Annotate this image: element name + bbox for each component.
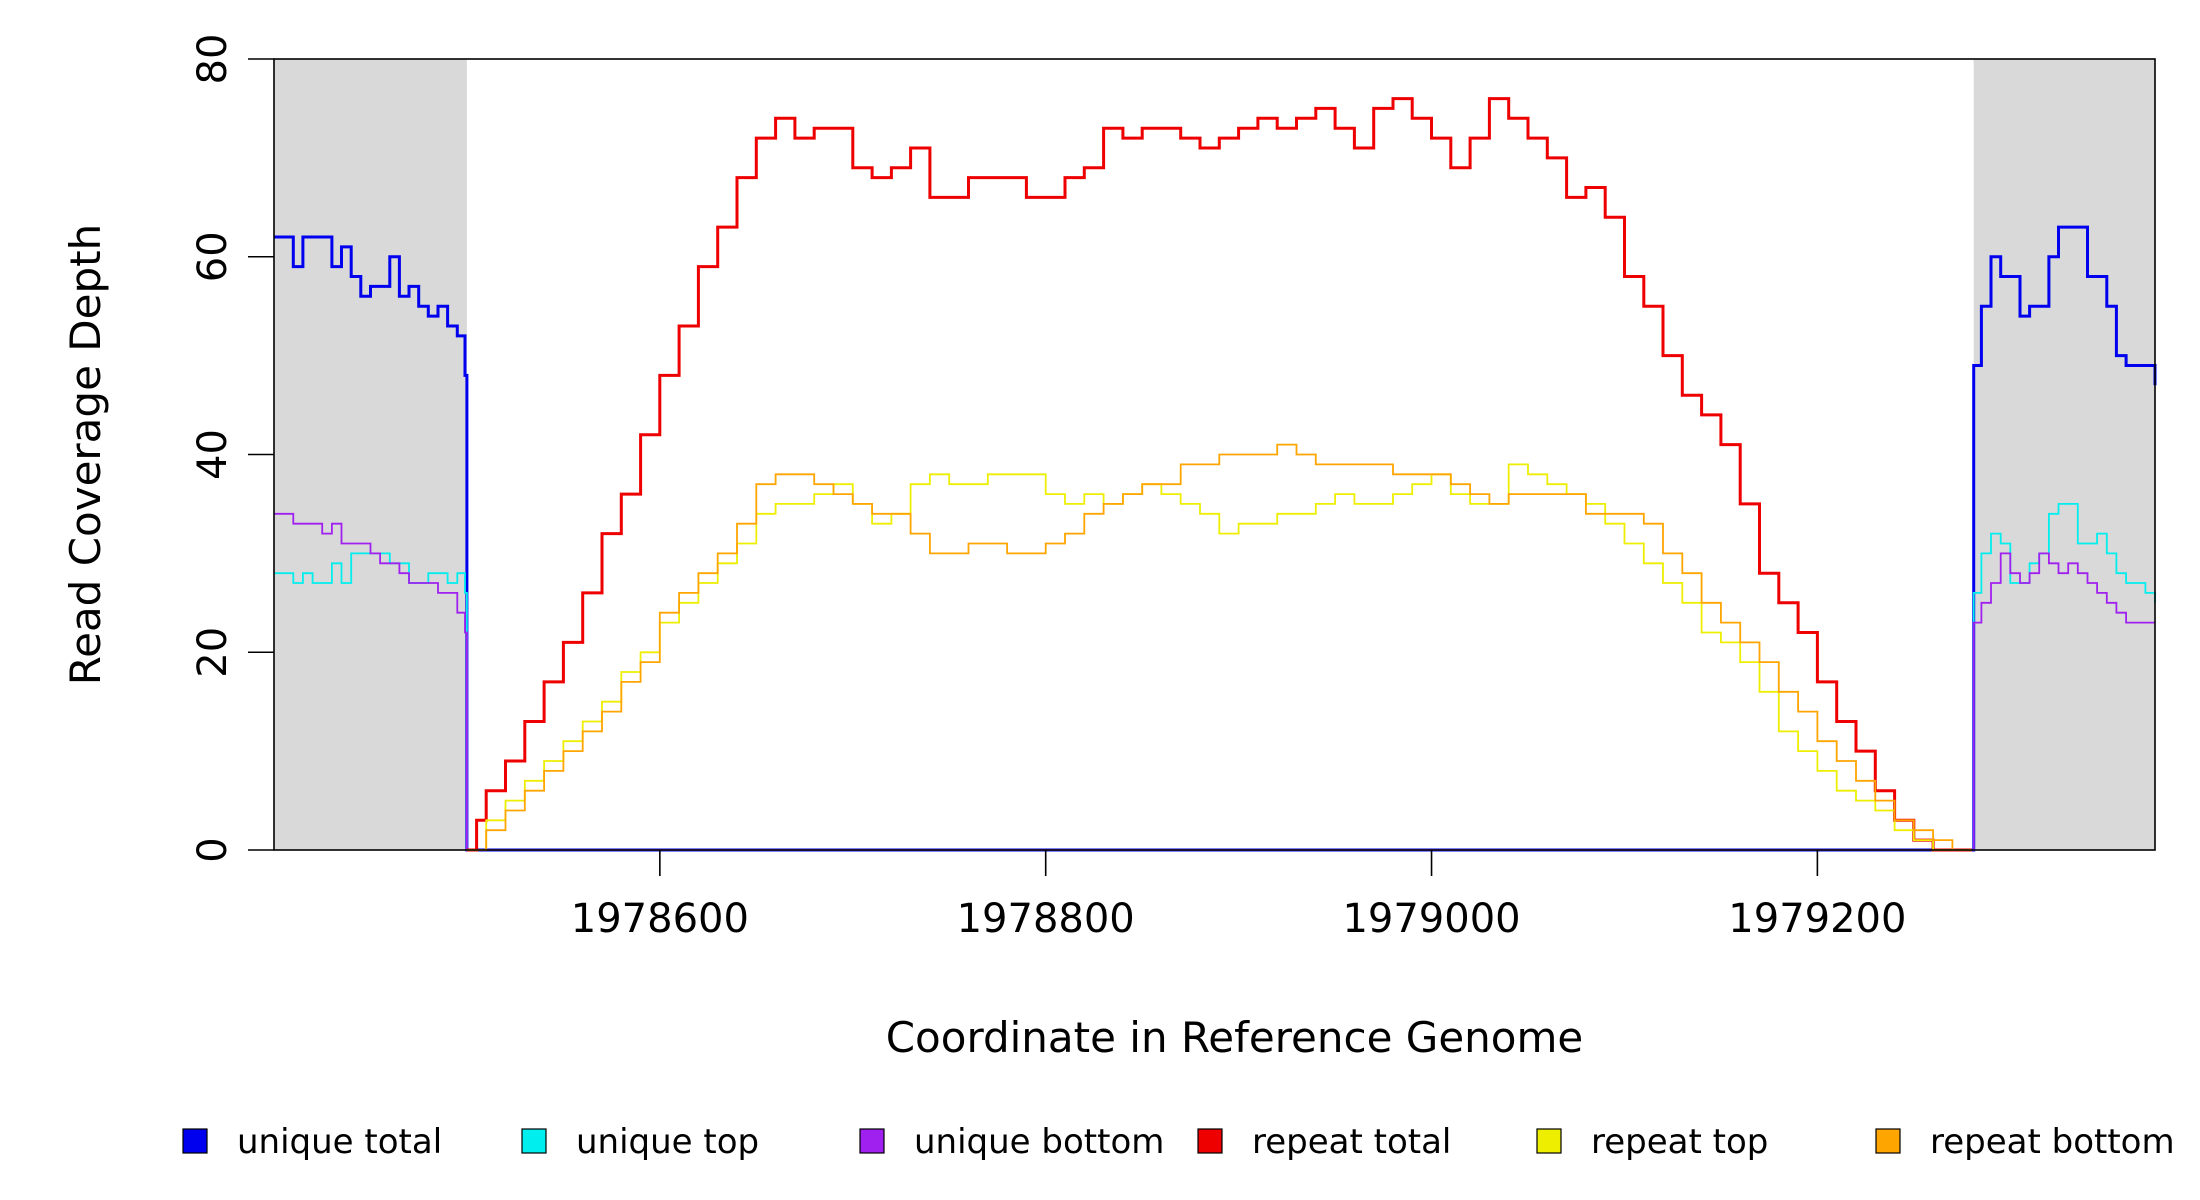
- series-line-unique-bottom: [274, 512, 2155, 851]
- plot-frame: [273, 58, 2156, 851]
- legend-label-unique-total: unique total: [237, 1122, 442, 1162]
- shaded-regions: [274, 59, 2155, 850]
- legend-label-unique-bottom: unique bottom: [914, 1122, 1164, 1162]
- x-tick-label: 1978800: [957, 896, 1135, 942]
- legend-swatch-unique-top: [521, 1128, 547, 1154]
- legend-swatch-repeat-total: [1197, 1128, 1223, 1154]
- legend-label-repeat-total: repeat total: [1252, 1122, 1451, 1162]
- legend-swatch-unique-total: [182, 1128, 208, 1154]
- y-tick-label: 0: [190, 837, 236, 862]
- x-tick-label: 1979000: [1342, 896, 1520, 942]
- series-lines: [274, 97, 2157, 852]
- series-line-unique-top: [274, 503, 2156, 851]
- legend-label-repeat-top: repeat top: [1591, 1122, 1768, 1162]
- legend-swatch-repeat-bottom: [1875, 1128, 1901, 1154]
- series-line-repeat-top: [466, 463, 1972, 851]
- x-tick-label: 1979200: [1728, 896, 1906, 942]
- shaded-region-0: [274, 59, 467, 850]
- x-tick-label: 1978600: [571, 896, 749, 942]
- x-axis: 1978600 1978800 1979000 1979200: [571, 850, 1906, 942]
- legend-label-repeat-bottom: repeat bottom: [1930, 1122, 2175, 1162]
- y-tick-label: 80: [190, 34, 236, 85]
- legend: unique total unique top unique bottom repea…: [182, 1122, 2175, 1162]
- series-line-repeat-total: [466, 97, 1972, 852]
- series-line-unique-total: [274, 225, 2157, 852]
- series-line-repeat-bottom: [466, 443, 1972, 851]
- y-tick-label: 40: [190, 429, 236, 480]
- legend-swatch-repeat-top: [1536, 1128, 1562, 1154]
- y-tick-label: 20: [190, 627, 236, 678]
- shaded-region-1: [1973, 59, 2155, 850]
- legend-label-unique-top: unique top: [576, 1122, 759, 1162]
- x-axis-title: Coordinate in Reference Genome: [886, 1013, 1584, 1062]
- legend-swatch-unique-bottom: [859, 1128, 885, 1154]
- y-axis-title: Read Coverage Depth: [61, 224, 110, 685]
- y-tick-label: 60: [190, 231, 236, 282]
- y-axis: 0 20 40 60 80: [190, 34, 274, 863]
